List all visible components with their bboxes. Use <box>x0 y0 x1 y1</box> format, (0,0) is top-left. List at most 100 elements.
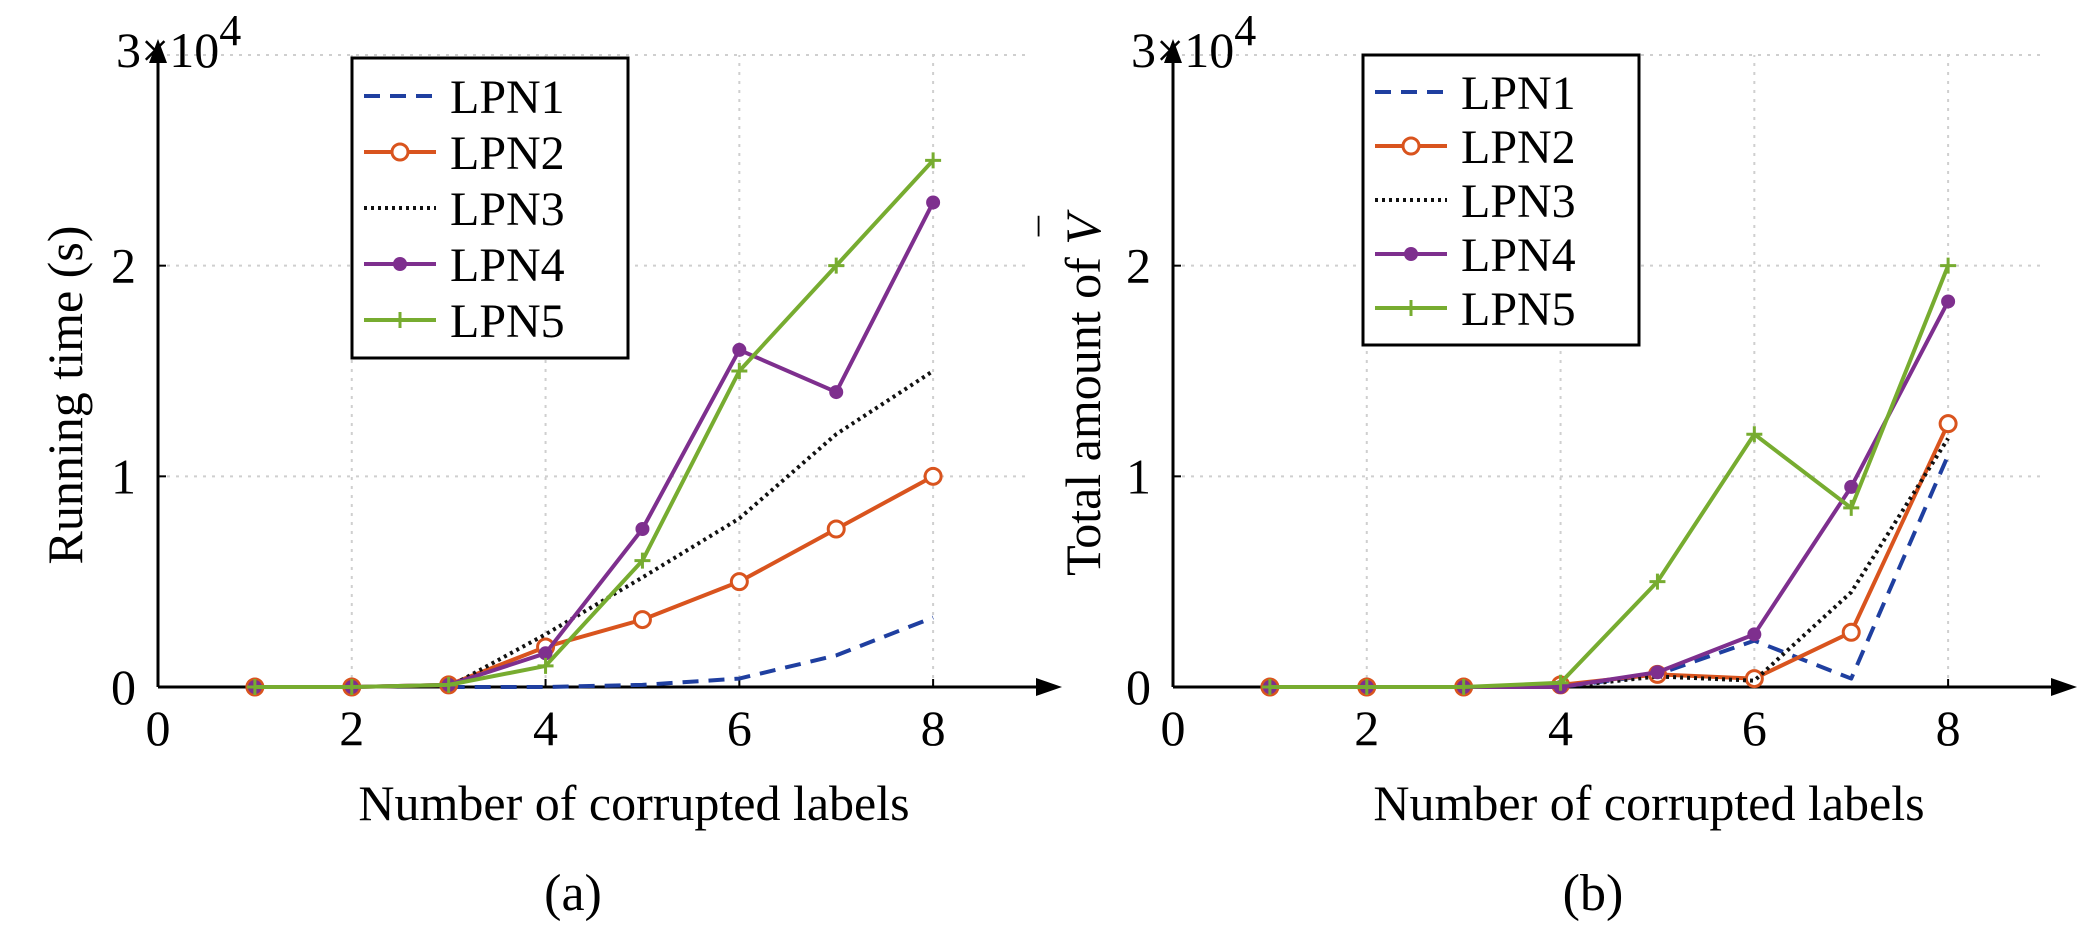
y-axis-title: Running time (s) <box>37 226 93 565</box>
data-point <box>732 342 747 357</box>
y-multiplier-exponent: 4 <box>219 6 241 55</box>
y-multiplier-base: 3×10 <box>116 22 219 78</box>
data-point <box>926 195 941 210</box>
legend-label: LPN4 <box>450 239 565 292</box>
y-axis-arrow <box>1164 39 1182 63</box>
x-tick-label: 4 <box>533 700 558 756</box>
data-point <box>1940 257 1957 274</box>
data-point <box>1844 479 1859 494</box>
x-tick-label: 6 <box>727 700 752 756</box>
data-point <box>1650 665 1665 680</box>
legend-box <box>1361 53 1641 347</box>
y-tick-label: 2 <box>1126 238 1151 294</box>
x-tick-label: 0 <box>1161 700 1186 756</box>
data-point <box>729 572 749 592</box>
data-point <box>246 679 263 695</box>
x-tick-label: 2 <box>339 700 364 756</box>
legend-marker <box>390 142 410 162</box>
series-line <box>1269 422 1950 689</box>
series-line <box>254 158 935 689</box>
x-axis-arrow <box>2051 678 2077 696</box>
legend-label: LPN2 <box>450 127 565 180</box>
panel-caption: (b) <box>1563 865 1624 922</box>
data-point <box>1841 622 1861 642</box>
y-multiplier-base: 3×10 <box>1131 22 1234 78</box>
data-point <box>440 676 457 693</box>
legend-label: LPN1 <box>450 71 565 124</box>
series-line <box>1269 264 1950 689</box>
series-lpn5 <box>1261 257 1957 695</box>
y-tick-label: 0 <box>1126 659 1151 715</box>
x-tick-label: 2 <box>1354 700 1379 756</box>
x-tick-label: 4 <box>1548 700 1573 756</box>
data-point <box>1843 499 1860 516</box>
legend-label: LPN2 <box>1461 121 1576 174</box>
y-axis-title-text: Total amount of <box>1055 245 1111 576</box>
y-multiplier: 3×104 <box>116 6 241 78</box>
y-tick-label: 0 <box>111 659 136 715</box>
x-tick-label: 8 <box>1936 700 1961 756</box>
data-point <box>1747 627 1762 642</box>
y-axis-title-overbar: ¯ <box>1032 215 1077 237</box>
legend-marker <box>393 257 407 271</box>
series-line <box>447 369 935 689</box>
y-axis-arrow <box>149 39 167 63</box>
data-point <box>343 679 360 695</box>
y-axis-title: Total amount of V¯ <box>1032 209 1111 576</box>
series-lpn1 <box>448 615 934 689</box>
y-multiplier: 3×104 <box>1131 6 1256 78</box>
data-point <box>731 363 748 379</box>
x-tick-label: 0 <box>146 700 171 756</box>
data-point <box>1938 414 1958 434</box>
data-point <box>634 552 651 569</box>
data-point <box>632 610 652 630</box>
legend-label: LPN4 <box>1461 229 1576 282</box>
series-lpn2 <box>1260 414 1958 697</box>
data-point <box>925 152 942 169</box>
legend-label: LPN1 <box>1461 67 1576 120</box>
legend-label: LPN3 <box>1461 175 1576 228</box>
data-point <box>537 657 554 674</box>
data-point <box>1941 294 1956 309</box>
grid <box>1173 54 2045 687</box>
data-point <box>1358 679 1375 695</box>
y-tick-label: 2 <box>111 238 136 294</box>
legend-marker <box>392 312 408 328</box>
y-axis-title-symbol: V <box>1055 209 1111 245</box>
x-axis-title: Number of corrupted labels <box>1373 775 1924 831</box>
series-lpn2 <box>245 466 943 697</box>
data-point <box>538 646 553 661</box>
legend-marker <box>1404 247 1418 261</box>
legend-marker <box>1401 136 1421 156</box>
legend-label: LPN5 <box>450 295 565 348</box>
x-axis-arrow <box>1036 678 1062 696</box>
data-point <box>1552 674 1569 691</box>
legend-label: LPN3 <box>450 183 565 236</box>
legend-label: LPN5 <box>1461 283 1576 336</box>
y-tick-label: 1 <box>1126 448 1151 504</box>
series-line <box>448 615 934 689</box>
panel-caption: (a) <box>544 865 602 922</box>
data-point <box>828 257 845 274</box>
data-point <box>826 519 846 539</box>
data-point <box>1455 679 1472 695</box>
data-point <box>1744 669 1764 689</box>
data-point <box>1649 573 1666 590</box>
x-tick-label: 6 <box>1742 700 1767 756</box>
legend-marker <box>1403 300 1419 316</box>
series-lpn5 <box>246 152 942 695</box>
data-point <box>635 522 650 536</box>
y-multiplier-exponent: 4 <box>1234 6 1256 55</box>
data-point <box>1261 679 1278 695</box>
legend-box <box>350 56 630 360</box>
data-point <box>829 385 844 400</box>
x-tick-label: 8 <box>921 700 946 756</box>
y-tick-label: 1 <box>111 448 136 504</box>
data-point <box>1746 426 1763 443</box>
series-lpn3 <box>447 369 935 689</box>
